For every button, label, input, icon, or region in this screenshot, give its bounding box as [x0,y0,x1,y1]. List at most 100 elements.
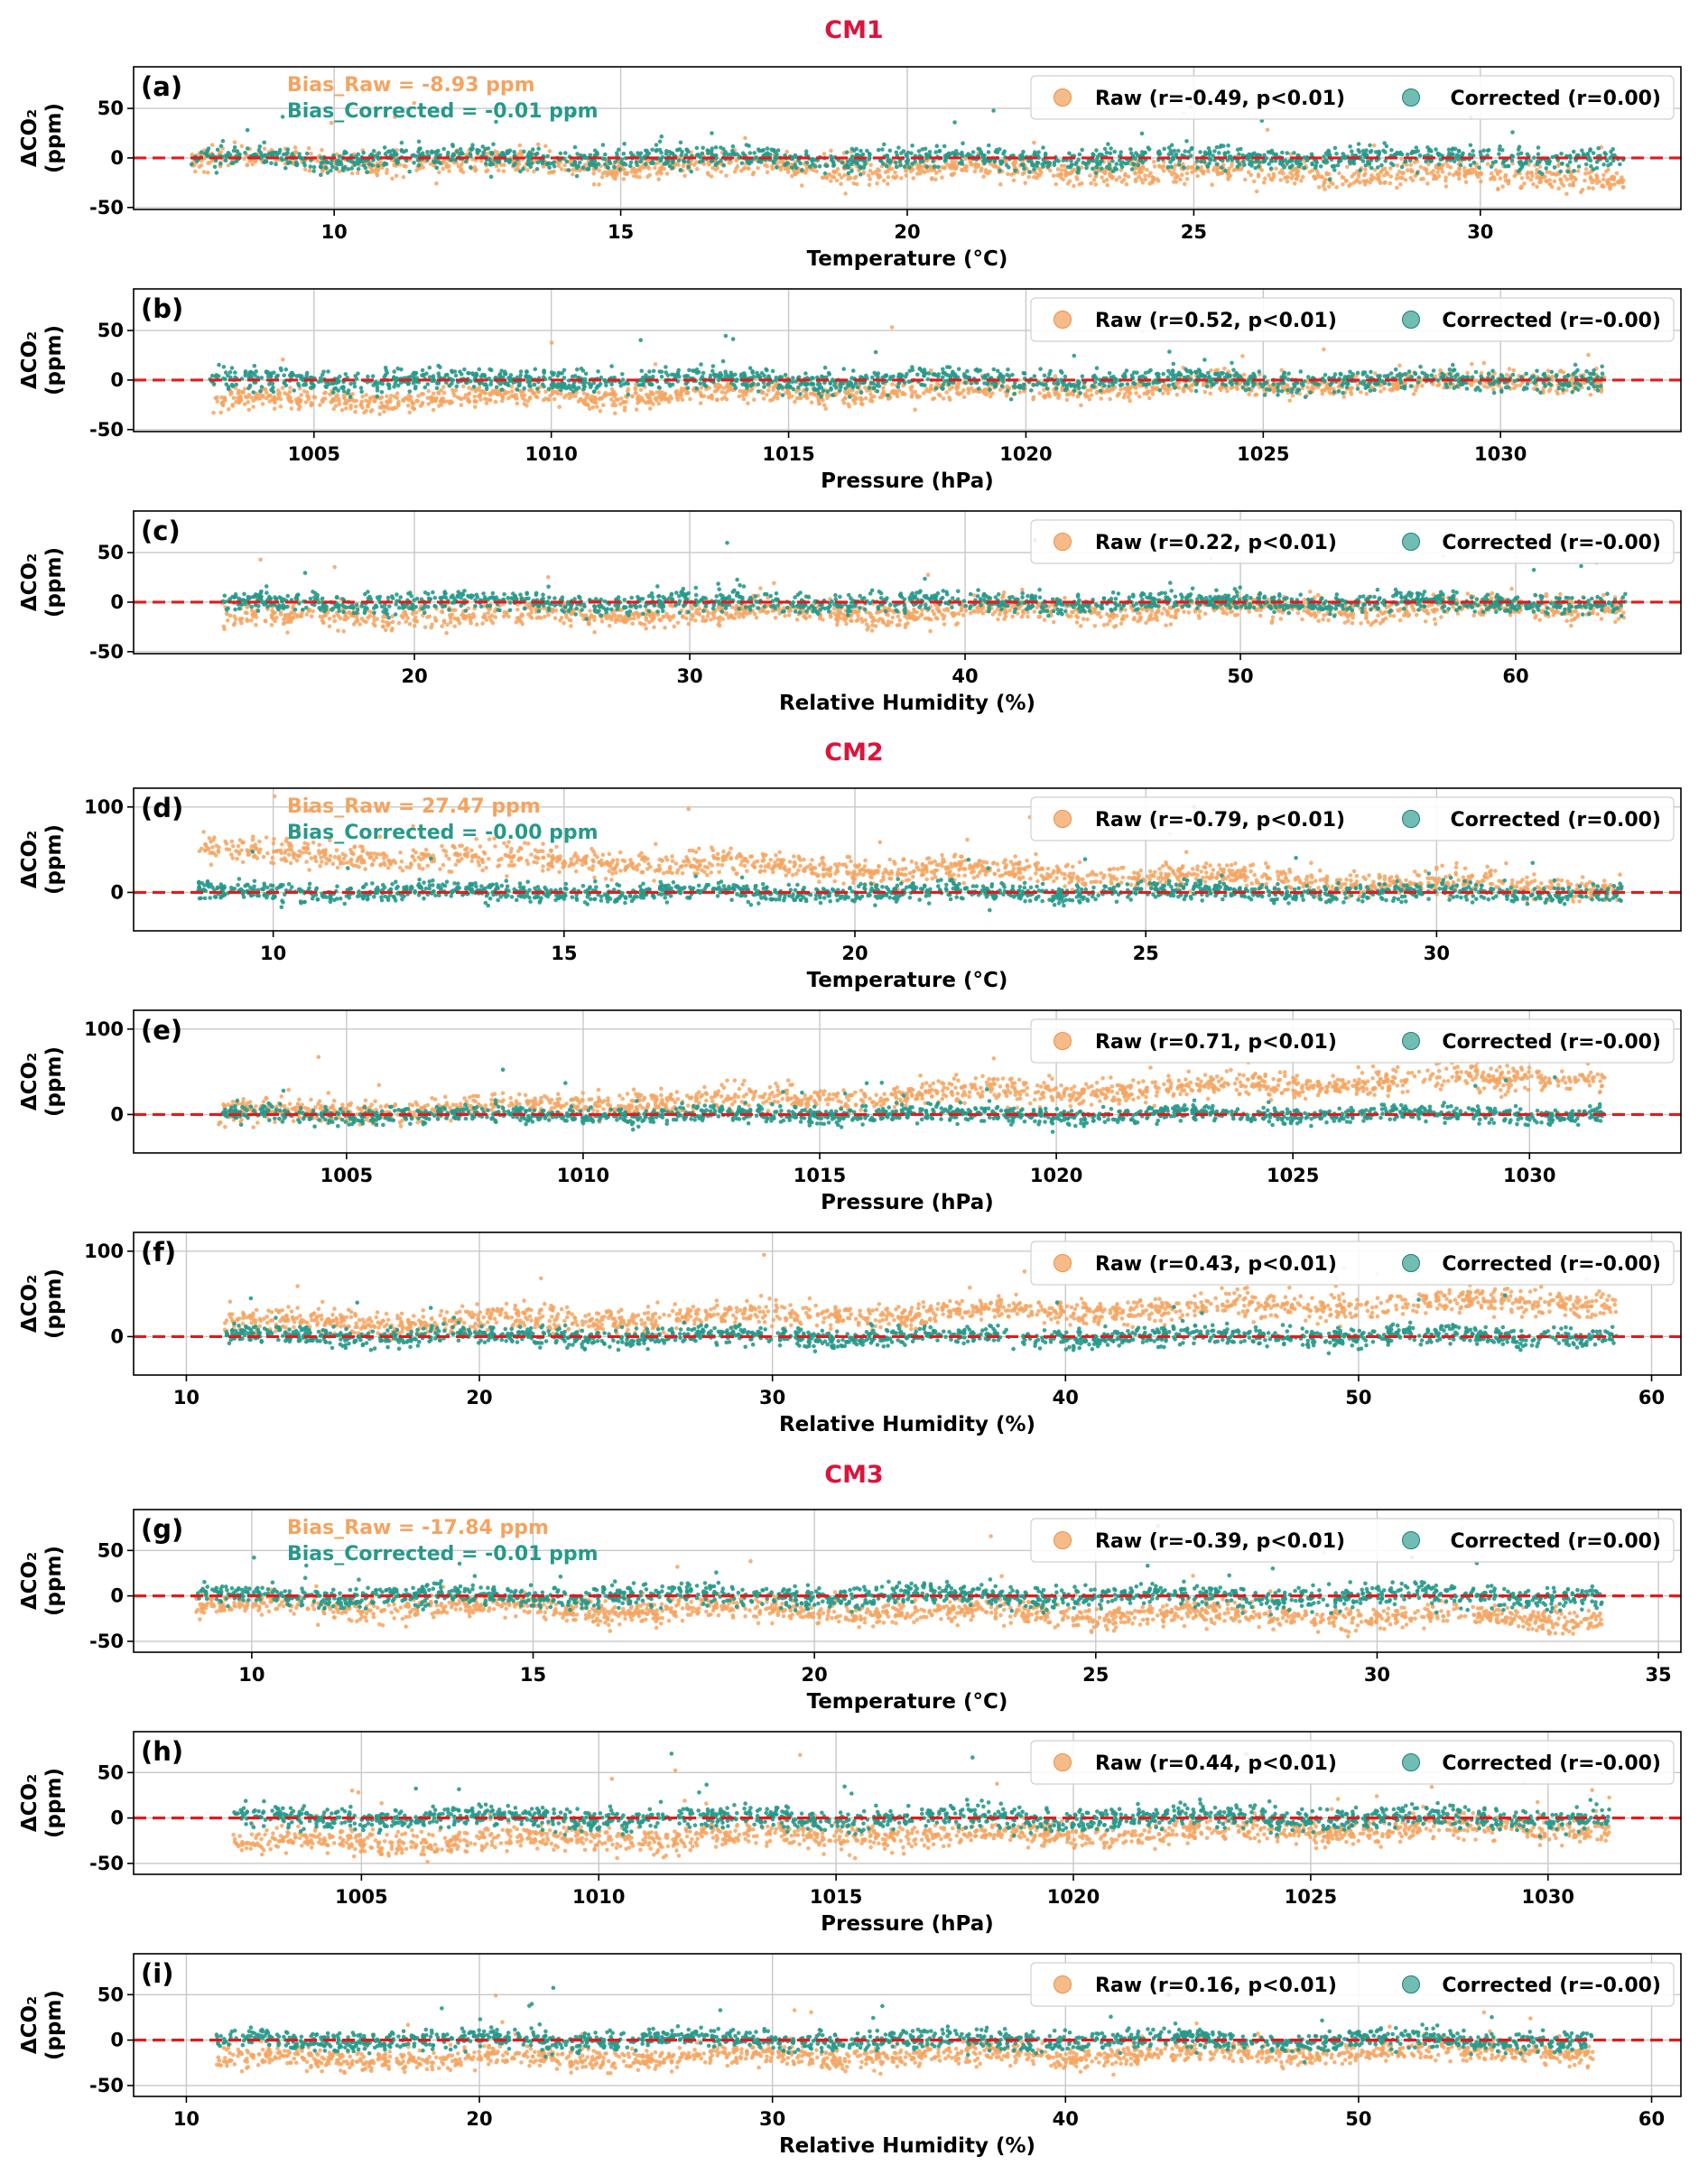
data-point-corrected [214,171,219,175]
data-point-raw [1496,186,1500,191]
data-point-corrected [281,152,286,157]
data-point-raw [455,395,460,400]
data-point-corrected [1586,157,1591,162]
data-point-corrected [1212,149,1217,153]
data-point-raw [1265,127,1270,133]
data-point-corrected [1405,152,1410,157]
data-point-raw [497,168,501,172]
data-point-raw [816,401,822,406]
data-point-raw [218,150,223,154]
data-point-raw [548,393,552,398]
data-point-corrected [1436,162,1442,167]
data-point-corrected [1572,169,1576,173]
data-point-corrected [254,369,259,374]
data-point-corrected [311,169,317,173]
data-point-raw [900,392,905,396]
data-point-corrected [716,377,721,383]
data-point-raw [1099,396,1103,401]
data-point-raw [1280,385,1286,390]
data-point-corrected [1332,145,1338,151]
data-point-raw [1512,173,1517,179]
legend-label-corrected: Corrected (r=0.00) [1451,88,1661,110]
data-point-corrected [1399,152,1405,157]
data-point-raw [472,404,478,410]
data-point-corrected [1257,153,1261,158]
data-point-raw [1394,176,1399,181]
data-point-raw [1178,177,1183,182]
data-point-corrected [1043,153,1048,158]
data-point-corrected [1391,163,1396,168]
data-point-corrected [700,151,705,156]
data-point-raw [832,170,837,175]
data-point-raw [595,404,599,409]
data-point-raw [380,404,385,409]
data-point-corrected [1199,159,1203,164]
data-point-corrected [761,148,766,153]
data-point-raw [1394,386,1398,391]
data-point-corrected [730,144,736,149]
data-point-raw [966,391,971,395]
data-point-raw [432,391,436,396]
data-point-raw [990,391,995,396]
data-point-corrected [521,166,525,172]
data-point-corrected [416,139,422,144]
data-point-raw [1564,191,1569,197]
data-point-raw [1254,189,1259,194]
data-point-corrected [563,151,568,155]
data-point-raw [645,174,650,180]
data-point-raw [948,397,952,403]
data-point-raw [1552,179,1557,184]
data-point-raw [790,394,794,399]
data-point-raw [1351,172,1357,177]
data-point-raw [582,163,588,167]
data-point-raw [1104,387,1109,392]
data-point-corrected [350,160,356,164]
data-point-raw [1128,398,1132,404]
data-point-corrected [796,158,801,163]
data-point-corrected [1559,162,1564,166]
data-point-corrected [1348,144,1352,149]
data-point-raw [847,404,851,409]
data-point-corrected [706,149,710,153]
data-point-raw [246,407,252,413]
data-point-raw [322,391,327,395]
data-point-raw [362,410,367,415]
data-point-raw [1537,180,1542,184]
data-point-corrected [865,148,869,153]
data-point-raw [827,393,832,398]
data-point-corrected [206,146,211,151]
data-point-raw [868,392,873,396]
data-point-raw [1510,161,1515,166]
data-point-raw [1114,177,1119,182]
data-point-corrected [785,161,790,165]
data-point-raw [877,168,882,173]
panel-label: (a) [141,71,182,102]
data-point-raw [1341,182,1345,187]
data-point-raw [1150,392,1156,396]
data-point-raw [1441,163,1445,167]
data-point-corrected [451,153,457,157]
data-point-raw [296,402,302,407]
data-point-corrected [231,148,237,153]
data-point-corrected [894,160,898,165]
data-point-raw [1368,180,1372,185]
data-point-corrected [713,145,719,150]
data-point-raw [421,392,425,396]
data-point-raw [784,149,790,154]
x-tick-label: 10 [321,221,348,243]
data-point-corrected [1558,169,1564,174]
data-point-raw [1378,170,1383,175]
data-point-corrected [659,150,664,155]
data-point-raw [339,407,345,413]
data-point-raw [764,393,769,397]
data-point-raw [1570,377,1574,382]
data-point-raw [1397,175,1403,181]
data-point-raw [932,167,937,172]
data-point-corrected [849,146,855,152]
data-point-raw [700,394,704,399]
scatter-points [189,100,1626,197]
data-point-raw [853,174,859,180]
data-point-corrected [1112,149,1117,154]
data-point-corrected [1074,160,1079,165]
